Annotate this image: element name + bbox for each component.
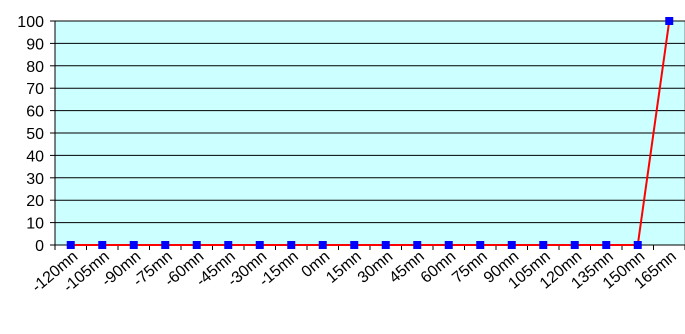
- y-tick-label: 80: [26, 59, 44, 76]
- data-point: [350, 241, 359, 249]
- y-tick-label: 40: [26, 148, 44, 165]
- data-point: [539, 241, 548, 249]
- data-point: [318, 241, 327, 249]
- data-point: [66, 241, 75, 249]
- data-point: [129, 241, 138, 249]
- series: [66, 17, 674, 249]
- series-line: [70, 20, 671, 246]
- data-point: [570, 241, 579, 249]
- y-tick-label: 90: [26, 36, 44, 53]
- data-point: [476, 241, 485, 249]
- y-tick-label: 10: [26, 216, 44, 233]
- x-tick-label: 45mn: [386, 248, 428, 287]
- data-point: [287, 241, 296, 249]
- y-tick-label: 20: [26, 193, 44, 210]
- data-point: [413, 241, 422, 249]
- data-point: [161, 241, 170, 249]
- data-point: [665, 17, 674, 25]
- y-tick-label: 50: [26, 126, 44, 143]
- data-point: [255, 241, 264, 249]
- x-tick-label: 15mn: [323, 248, 365, 287]
- x-tick-label: 30mn: [355, 248, 397, 287]
- y-tick-label: 100: [17, 14, 44, 31]
- y-tick-label: 60: [26, 104, 44, 121]
- x-tick-label: 75mn: [449, 248, 491, 287]
- y-axis: 0 10 20 30 40 50 60 70 80 90 100: [17, 14, 56, 255]
- y-tick-label: 70: [26, 81, 44, 98]
- y-tick-label: 0: [35, 238, 44, 255]
- data-point: [507, 241, 516, 249]
- data-point: [381, 241, 390, 249]
- x-axis: -120mn-105mn-90mn-75mn-60mn-45mn-30mn-15…: [29, 244, 685, 296]
- data-point: [192, 241, 201, 249]
- data-point: [98, 241, 107, 249]
- x-tick-label: 60mn: [418, 248, 460, 287]
- y-tick-label: 30: [26, 171, 44, 188]
- data-point: [444, 241, 453, 249]
- data-point: [633, 241, 642, 249]
- data-point: [602, 241, 611, 249]
- data-point: [224, 241, 233, 249]
